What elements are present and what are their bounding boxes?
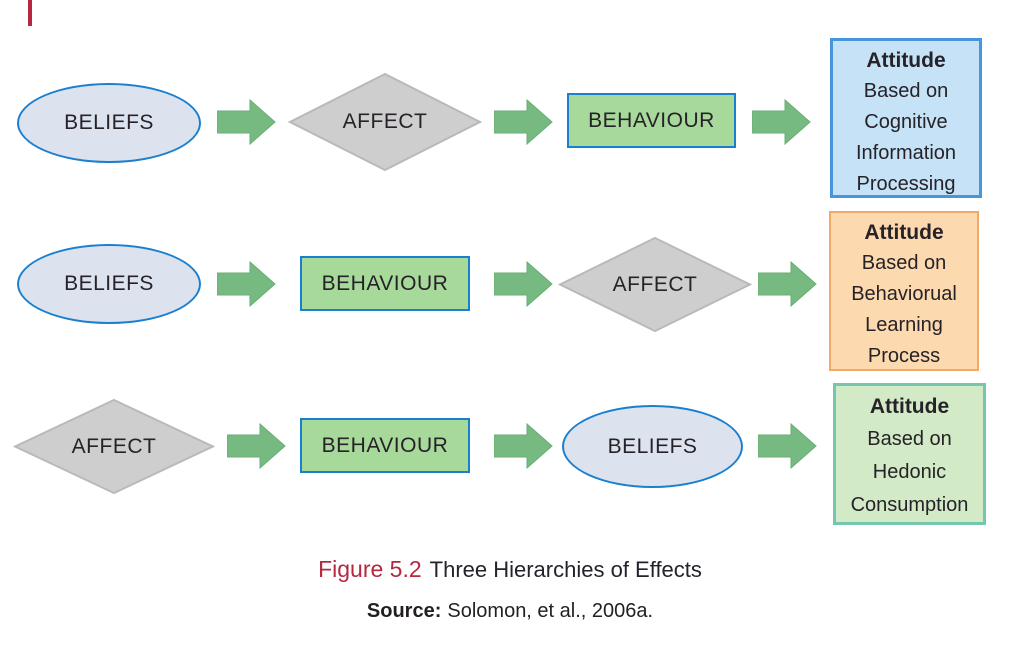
attitude-line: Based on — [863, 80, 949, 102]
attitude-line: Processing — [856, 173, 956, 195]
page-margin-red-mark — [28, 0, 32, 26]
attitude-line: Consumption — [850, 494, 969, 516]
diamond-shape-icon — [13, 398, 215, 495]
row2-beliefs-label: BELIEFS — [64, 272, 154, 295]
figure-source: Source: Solomon, et al., 2006a. — [0, 600, 1020, 623]
row1-affect-diamond: AFFECT — [288, 72, 482, 172]
arrow-right-icon — [494, 261, 553, 307]
row1-beliefs-ellipse: BELIEFS — [17, 83, 201, 163]
attitude-line: Behaviorual — [851, 283, 957, 305]
arrow-right-icon — [217, 99, 276, 145]
attitude-heading: Attitude — [864, 221, 944, 244]
attitude-line: Information — [855, 142, 957, 164]
arrow-right-icon — [217, 261, 276, 307]
row2-behaviour-rect: BEHAVIOUR — [300, 256, 470, 311]
row1-behaviour-label: BEHAVIOUR — [588, 108, 715, 132]
attitude-hedonic-box: Attitude Based on Hedonic Consumption — [833, 383, 986, 525]
figure-caption: Figure 5.2 Three Hierarchies of Effects — [0, 556, 1020, 583]
diamond-shape-icon — [288, 72, 482, 172]
attitude-line: Based on — [867, 428, 952, 450]
arrow-right-icon — [758, 423, 817, 469]
arrow-right-icon — [227, 423, 286, 469]
attitude-heading: Attitude — [869, 395, 950, 418]
row1-behaviour-rect: BEHAVIOUR — [567, 93, 736, 148]
arrow-right-icon — [494, 423, 553, 469]
row3-affect-diamond: AFFECT — [13, 398, 215, 495]
row3-beliefs-ellipse: BELIEFS — [562, 405, 743, 488]
figure-label: Figure 5.2 — [318, 556, 422, 582]
attitude-behavioural-box: Attitude Based on Behaviorual Learning P… — [829, 211, 979, 371]
arrow-right-icon — [494, 99, 553, 145]
source-text: Solomon, et al., 2006a. — [447, 600, 654, 622]
row3-affect-label: AFFECT — [71, 434, 157, 458]
row3-behaviour-rect: BEHAVIOUR — [300, 418, 470, 473]
row2-affect-label: AFFECT — [612, 272, 698, 296]
attitude-heading: Attitude — [866, 49, 946, 72]
row2-behaviour-label: BEHAVIOUR — [321, 271, 449, 295]
arrow-right-icon — [758, 261, 817, 307]
attitude-line: Learning — [865, 314, 943, 336]
diamond-shape-icon — [558, 236, 752, 333]
attitude-line: Cognitive — [864, 111, 948, 133]
row3-beliefs-label: BELIEFS — [607, 434, 698, 458]
arrow-right-icon — [752, 99, 811, 145]
figure-title: Three Hierarchies of Effects — [429, 557, 702, 582]
row3-behaviour-label: BEHAVIOUR — [321, 433, 449, 457]
row1-beliefs-label: BELIEFS — [64, 111, 154, 134]
source-label: Source: — [366, 600, 442, 622]
row2-beliefs-ellipse: BELIEFS — [17, 244, 201, 324]
attitude-line: Process — [867, 345, 941, 367]
attitude-line: Hedonic — [872, 461, 947, 483]
attitude-cognitive-box: Attitude Based on Cognitive Information … — [830, 38, 982, 198]
row2-affect-diamond: AFFECT — [558, 236, 752, 333]
row1-affect-label: AFFECT — [342, 110, 428, 133]
attitude-line: Based on — [861, 252, 947, 274]
